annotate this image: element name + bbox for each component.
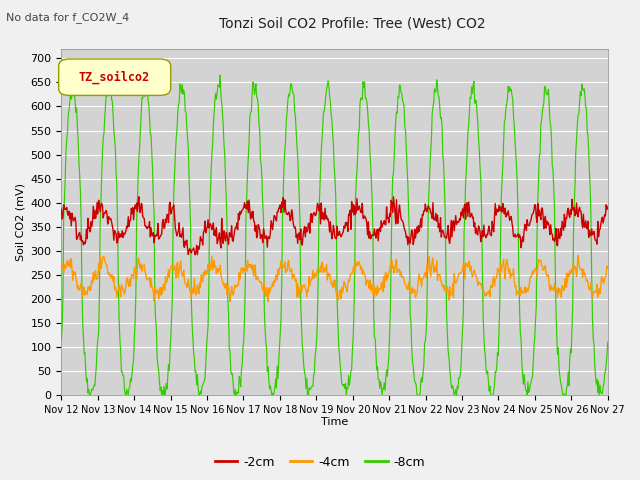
Legend: -2cm, -4cm, -8cm: -2cm, -4cm, -8cm	[209, 451, 431, 474]
Text: No data for f_CO2W_4: No data for f_CO2W_4	[6, 12, 130, 23]
FancyBboxPatch shape	[59, 59, 171, 96]
Text: TZ_soilco2: TZ_soilco2	[79, 71, 150, 84]
X-axis label: Time: Time	[321, 417, 348, 427]
Y-axis label: Soil CO2 (mV): Soil CO2 (mV)	[15, 183, 25, 261]
Text: Tonzi Soil CO2 Profile: Tree (West) CO2: Tonzi Soil CO2 Profile: Tree (West) CO2	[219, 17, 485, 31]
